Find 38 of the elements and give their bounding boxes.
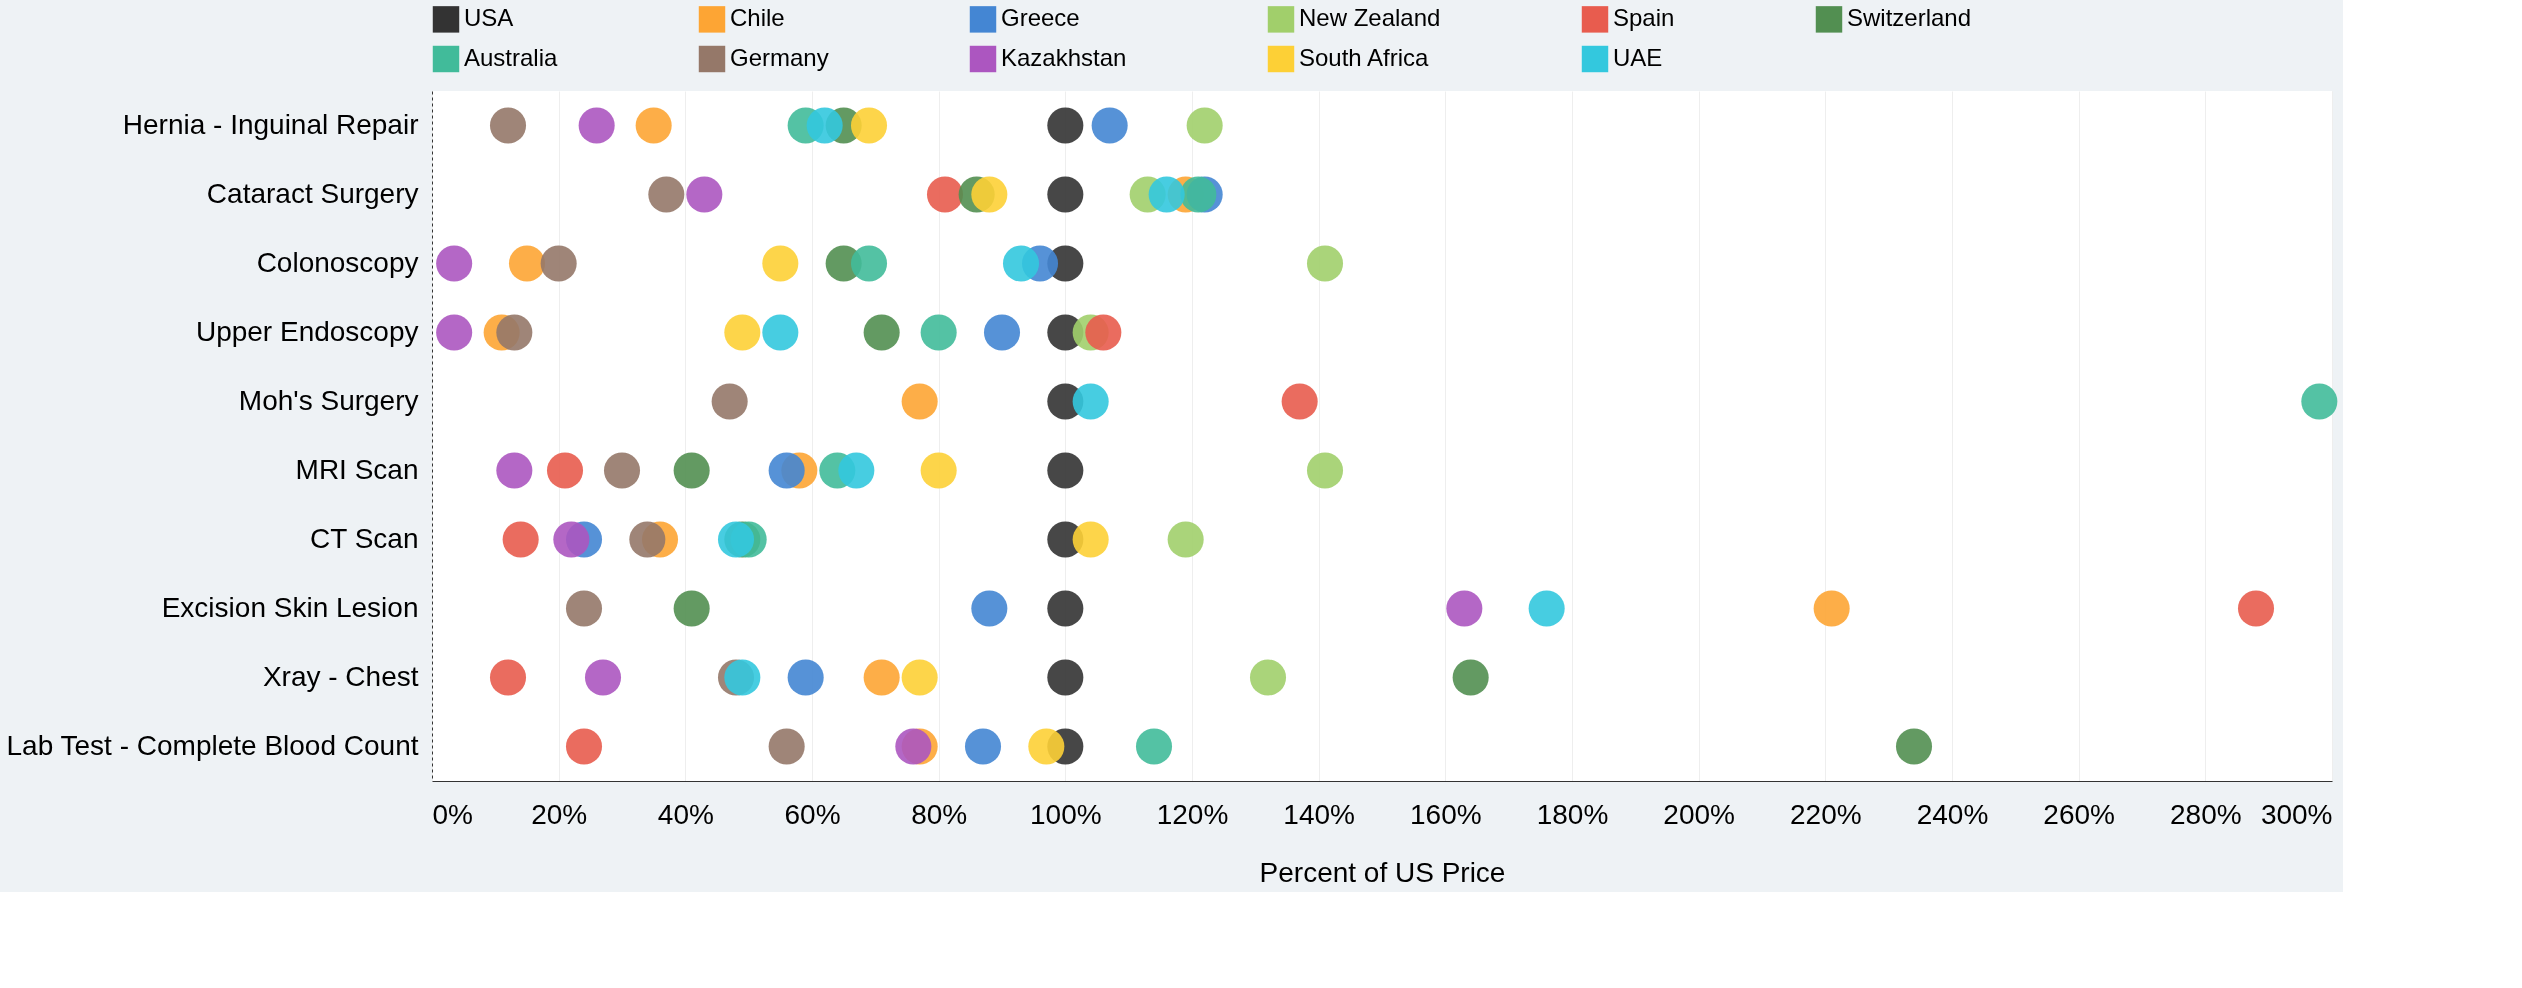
y-tick-label: Xray - Chest <box>262 661 419 692</box>
legend-label: New Zealand <box>1299 4 1441 32</box>
x-tick-label: 300% <box>2260 798 2333 830</box>
legend-label: USA <box>464 4 514 32</box>
legend-label: Australia <box>464 44 559 71</box>
x-tick-label: 60% <box>784 798 841 830</box>
legend-label: UAE <box>1613 44 1663 71</box>
legend-label: Kazakhstan <box>1001 44 1127 71</box>
legend-label: South Africa <box>1299 44 1430 71</box>
legend-label: Germany <box>730 44 829 71</box>
x-tick-label: 100% <box>1030 798 1102 830</box>
legend-label: Greece <box>1001 4 1080 32</box>
y-tick-label: Cataract Surgery <box>206 178 419 209</box>
y-tick-label: Lab Test - Complete Blood Count <box>6 730 419 761</box>
y-tick-label: Upper Endoscopy <box>195 316 419 347</box>
x-tick-label: 200% <box>1663 798 1735 830</box>
x-tick-label: 120% <box>1156 798 1229 830</box>
x-tick-label: 260% <box>2043 798 2115 830</box>
x-tick-label: 220% <box>1790 798 1862 830</box>
y-tick-label: Excision Skin Lesion <box>161 592 419 623</box>
y-tick-label: MRI Scan <box>295 454 419 485</box>
x-tick-label: 240% <box>1916 798 1989 830</box>
y-tick-label: Colonoscopy <box>256 247 419 278</box>
legend-label: Spain <box>1613 4 1675 32</box>
y-tick-label: Moh's Surgery <box>238 385 419 416</box>
y-tick-label: CT Scan <box>310 523 419 554</box>
x-tick-label: 140% <box>1283 798 1355 830</box>
x-tick-label: 0% <box>432 798 473 830</box>
legend-label: Switzerland <box>1847 4 1972 32</box>
y-tick-label: Hernia - Inguinal Repair <box>122 109 419 140</box>
x-tick-label: 20% <box>531 798 588 830</box>
x-tick-label: 280% <box>2170 798 2242 830</box>
legend-label: Chile <box>730 4 785 32</box>
x-tick-label: 160% <box>1410 798 1482 830</box>
x-tick-label: 80% <box>911 798 968 830</box>
x-axis-title: Percent of US Price <box>1259 856 1506 888</box>
x-tick-label: 40% <box>657 798 714 830</box>
x-tick-label: 180% <box>1536 798 1609 830</box>
